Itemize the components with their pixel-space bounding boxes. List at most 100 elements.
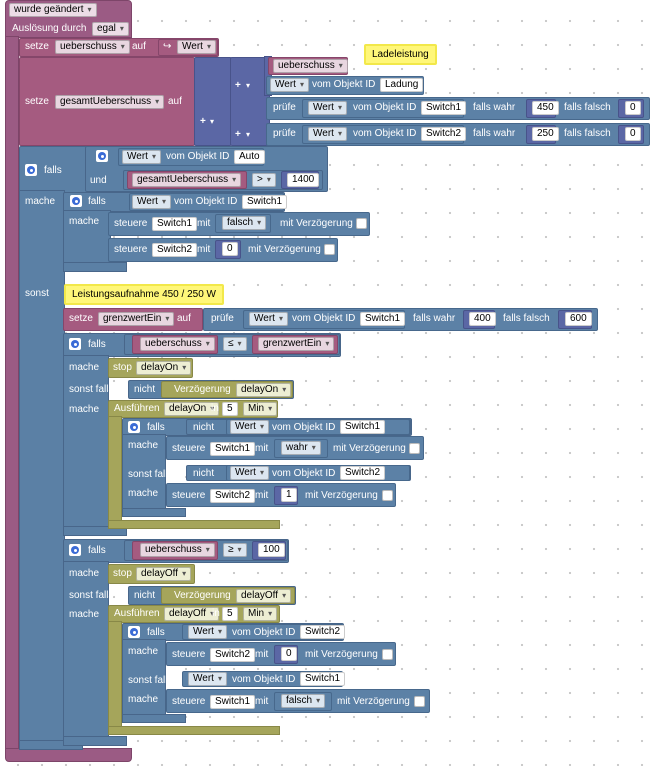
grenzwert-var-dropdown[interactable]: grenzwertEin ▾ <box>98 312 175 326</box>
mache-label: mache <box>128 694 159 705</box>
object-id-field[interactable]: Switch1 <box>360 312 406 326</box>
gear-icon[interactable] <box>69 544 81 556</box>
num-field[interactable]: 600 <box>565 312 592 326</box>
wert-dropdown[interactable]: Wert ▾ <box>188 625 227 639</box>
operator-dropdown[interactable]: ≥ ▾ <box>223 543 247 557</box>
vom-objekt-id-label: vom Objekt ID <box>272 422 336 433</box>
ausloesung-dropdown[interactable]: egal ▾ <box>92 22 129 36</box>
run-delayed-on-bottom <box>108 520 280 529</box>
var-gesamt-dropdown[interactable]: gesamtUeberschuss ▾ <box>55 95 165 109</box>
num-field[interactable]: 400 <box>469 312 496 326</box>
delay-amount-field[interactable]: 5 <box>222 607 238 621</box>
num-field[interactable]: 250 <box>532 127 559 141</box>
object-id-field[interactable]: Switch1 <box>210 442 256 456</box>
wert-dropdown[interactable]: Wert ▾ <box>308 127 347 141</box>
wert-dropdown[interactable]: Wert ▾ <box>249 312 288 326</box>
object-id-field[interactable]: Switch2 <box>300 625 346 639</box>
object-id-field[interactable]: Switch2 <box>340 466 386 480</box>
num-field[interactable]: 0 <box>222 242 238 256</box>
object-id-field[interactable]: Switch2 <box>210 648 256 662</box>
var-ueberschuss-dropdown[interactable]: ueberschuss ▾ <box>55 40 130 54</box>
wert-dropdown[interactable]: Wert ▾ <box>188 672 227 686</box>
comment-leistungsaufnahme[interactable]: Leistungsaufnahme 450 / 250 W <box>64 284 224 305</box>
operator-dropdown[interactable]: ≤ ▾ <box>223 337 247 351</box>
object-id-field[interactable]: Switch1 <box>210 695 256 709</box>
wert-dropdown[interactable]: Wert ▾ <box>132 195 171 209</box>
bool-dropdown[interactable]: falsch ▾ <box>281 694 326 708</box>
delay-checkbox[interactable] <box>356 218 367 229</box>
mit-verzoegerung-label: mit Verzögerung <box>248 244 321 255</box>
delay-checkbox[interactable] <box>414 696 425 707</box>
plus-arrow[interactable]: ▾ <box>210 117 215 126</box>
nicht-label: nicht <box>193 422 215 433</box>
falls-wahr-label: falls wahr <box>413 313 456 324</box>
object-id-field[interactable]: Switch2 <box>210 489 256 503</box>
wert-dropdown[interactable]: Wert ▾ <box>230 466 269 480</box>
in-label: in <box>212 608 220 619</box>
ueberschuss-var-dropdown[interactable]: ueberschuss ▾ <box>140 337 215 351</box>
delay-amount-field[interactable]: 5 <box>222 402 238 416</box>
object-id-field[interactable]: Auto <box>234 150 265 164</box>
delay-name-dropdown[interactable]: delayOff ▾ <box>236 589 292 603</box>
ueberschuss-var-dropdown[interactable]: ueberschuss ▾ <box>140 543 215 557</box>
sum-block-outer[interactable] <box>194 57 232 146</box>
mit-verzoegerung-label: mit Verzögerung <box>333 443 406 454</box>
wert-dropdown[interactable]: Wert ▾ <box>308 101 347 115</box>
sonst-falls-label: sonst falls <box>128 675 173 686</box>
gear-icon[interactable] <box>70 195 82 207</box>
num-field[interactable]: 100 <box>258 543 285 557</box>
wert-dropdown[interactable]: Wert ▾ <box>270 78 309 92</box>
delay-name-dropdown[interactable]: delayOff ▾ <box>136 567 192 581</box>
ueberschuss-var-dropdown[interactable]: ueberschuss ▾ <box>273 59 348 73</box>
object-id-field[interactable]: Switch2 <box>421 127 467 141</box>
gear-icon[interactable] <box>96 150 108 162</box>
operator-dropdown[interactable]: > ▾ <box>252 173 276 187</box>
delay-name-dropdown[interactable]: delayOn ▾ <box>164 402 220 416</box>
wert-dropdown[interactable]: Wert ▾ <box>230 420 269 434</box>
object-id-field[interactable]: Switch2 <box>152 243 198 257</box>
delay-name-dropdown[interactable]: delayOn ▾ <box>136 361 192 375</box>
object-id-field[interactable]: Switch1 <box>152 217 198 231</box>
setze-label: setze <box>25 96 49 107</box>
unit-dropdown[interactable]: Min ▾ <box>243 402 278 416</box>
object-id-field[interactable]: Switch1 <box>242 195 288 209</box>
num-field[interactable]: 0 <box>625 101 641 115</box>
object-id-field[interactable]: Switch1 <box>340 420 386 434</box>
gear-icon[interactable] <box>128 421 140 433</box>
num-field[interactable]: 1 <box>281 488 297 502</box>
num-field[interactable]: 1400 <box>287 173 320 187</box>
wert-dropdown[interactable]: Wert ▾ <box>122 150 161 164</box>
num-field[interactable]: 450 <box>532 101 559 115</box>
unit-dropdown[interactable]: Min ▾ <box>243 607 278 621</box>
gesamt-var-dropdown[interactable]: gesamtUeberschuss ▾ <box>132 173 242 187</box>
wert-ref-dropdown[interactable]: Wert ▾ <box>177 40 216 54</box>
delay-name-dropdown[interactable]: delayOn ▾ <box>236 383 292 397</box>
vom-objekt-id-label: vom Objekt ID <box>232 627 296 638</box>
object-id-field[interactable]: Switch1 <box>300 672 346 686</box>
falls-falsch-label: falls falsch <box>503 313 550 324</box>
object-id-field[interactable]: Switch1 <box>421 101 467 115</box>
plus-arrow[interactable]: ▾ <box>246 130 251 139</box>
delay-checkbox[interactable] <box>409 443 420 454</box>
falls-falsch-label: falls falsch <box>564 128 611 139</box>
sonst-falls-label: sonst falls <box>69 384 114 395</box>
gear-icon[interactable] <box>69 338 81 350</box>
plus-arrow[interactable]: ▾ <box>246 81 251 90</box>
steuere-label: steuere <box>172 696 206 707</box>
bool-dropdown[interactable]: wahr ▾ <box>281 441 321 455</box>
comment-ladeleistung[interactable]: Ladeleistung <box>364 44 437 65</box>
grenzwert-var-dropdown[interactable]: grenzwertEin ▾ <box>258 337 335 351</box>
num-field[interactable]: 0 <box>281 647 297 661</box>
gear-icon[interactable] <box>25 164 37 176</box>
delay-checkbox[interactable] <box>382 649 393 660</box>
pruefe-label: prüfe <box>211 313 234 324</box>
bool-dropdown[interactable]: falsch ▾ <box>222 216 267 230</box>
event-dropdown[interactable]: wurde geändert ▾ <box>9 3 97 17</box>
num-field[interactable]: 0 <box>625 127 641 141</box>
gear-icon[interactable] <box>128 626 140 638</box>
delay-checkbox[interactable] <box>382 490 393 501</box>
delay-name-dropdown[interactable]: delayOff ▾ <box>164 607 220 621</box>
delay-checkbox[interactable] <box>324 244 335 255</box>
object-id-field[interactable]: Ladung <box>380 78 424 92</box>
vom-objekt-id-label: vom Objekt ID <box>174 196 238 207</box>
